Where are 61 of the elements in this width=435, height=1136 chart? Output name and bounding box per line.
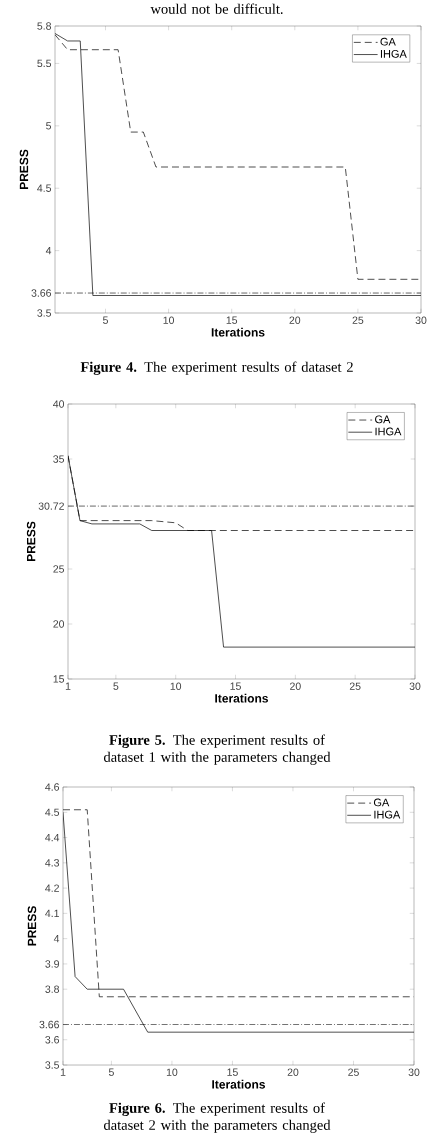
y-tick-label: 15	[53, 675, 65, 683]
y-tick-label: 3.5	[37, 309, 52, 317]
y-tick-label: 4.6	[45, 783, 60, 791]
x-tick-label: 20	[289, 316, 301, 324]
y-axis-title: PRESS	[27, 906, 37, 946]
x-tick-label: 10	[166, 1068, 178, 1076]
y-tick-label: 35	[53, 455, 65, 463]
y-tick-label: 3.8	[45, 985, 60, 993]
x-tick-label: 20	[287, 1068, 299, 1076]
x-axis-title: Iterations	[215, 693, 269, 703]
x-tick-label: 1	[60, 1068, 66, 1076]
y-tick-label: 4	[45, 247, 52, 255]
legend-label: GA	[380, 37, 396, 46]
x-tick-label: 5	[108, 1068, 114, 1076]
y-tick-label: 3.6	[45, 1036, 60, 1044]
x-axis-title: Iterations	[212, 1079, 266, 1089]
legend-label: IHGA	[380, 49, 407, 58]
y-tick-label: 5.5	[37, 59, 52, 68]
y-tick-label: 5.8	[37, 22, 52, 30]
x-tick-label: 25	[349, 682, 361, 690]
y-tick-label: 4	[53, 935, 60, 943]
y-axis-title: PRESS	[19, 149, 29, 190]
y-tick-label: 3.66	[31, 289, 52, 297]
y-tick-label: 3.9	[45, 960, 59, 968]
x-tick-label: 10	[170, 682, 182, 690]
text: Figure 4. The experiment results of dataset 2	[80, 361, 353, 375]
y-tick-label: 25	[53, 565, 65, 573]
y-tick-label: 40	[53, 400, 65, 408]
y-tick-label: 5	[46, 122, 52, 130]
text: would not be difficult.	[150, 3, 283, 14]
x-tick-label: 5	[102, 316, 108, 324]
x-tick-label: 10	[163, 316, 175, 324]
x-tick-label: 20	[290, 682, 301, 690]
x-tick-label: 15	[227, 1068, 238, 1076]
legend-label: IHGA	[375, 427, 402, 436]
x-tick-label: 25	[348, 1068, 359, 1076]
y-tick-label: 4.2	[45, 884, 59, 892]
y-tick-label: 4.4	[45, 833, 60, 842]
x-axis-title: Iterations	[211, 327, 265, 337]
y-tick-label: 20	[53, 620, 65, 628]
legend-label: GA	[373, 798, 390, 807]
y-tick-label: 4.5	[37, 184, 52, 192]
y-tick-label: 3.66	[39, 1020, 60, 1029]
y-tick-label: 4.3	[45, 859, 60, 867]
x-tick-label: 25	[352, 316, 364, 324]
legend-label: IHGA	[374, 810, 401, 819]
text: Figure 6. The experiment results of dataset 2 with the parameters changed	[104, 1102, 331, 1133]
x-tick-label: 30	[409, 682, 421, 690]
y-axis-title: PRESS	[26, 521, 36, 562]
y-tick-label: 4.1	[45, 909, 59, 917]
x-tick-label: 15	[226, 316, 238, 324]
x-tick-label: 5	[113, 682, 119, 690]
x-tick-label: 30	[408, 1068, 420, 1076]
x-tick-label: 15	[230, 682, 241, 690]
x-tick-label: 30	[415, 316, 427, 324]
y-tick-label: 30.72	[38, 502, 64, 510]
text: Figure 5. The experiment results of dataset 1 with the parameters changed	[104, 734, 331, 765]
y-tick-label: 3.5	[45, 1061, 60, 1069]
y-tick-label: 4.5	[45, 808, 60, 816]
x-tick-label: 1	[65, 682, 71, 690]
legend-label: GA	[375, 415, 391, 424]
